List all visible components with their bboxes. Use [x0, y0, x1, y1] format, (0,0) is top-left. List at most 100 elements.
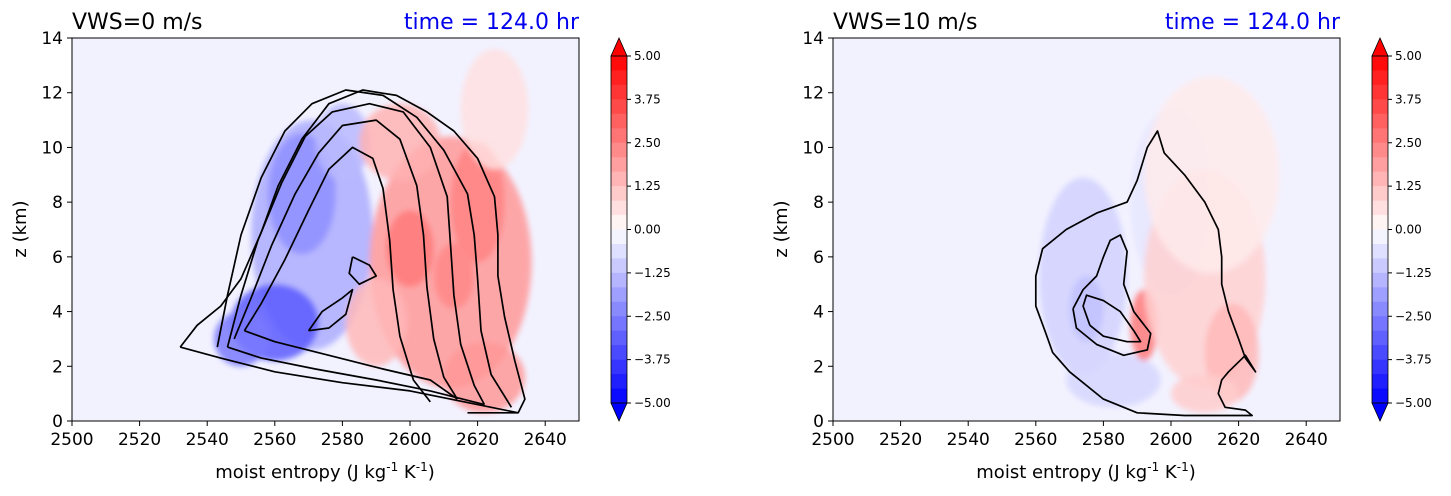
y-tick-label: 14 — [41, 29, 63, 49]
colorbar-tick-label: 2.50 — [634, 136, 661, 150]
colorbar-level — [611, 388, 627, 404]
colorbar-level — [1372, 70, 1388, 86]
contour-line — [1034, 130, 1257, 417]
positive-anomaly-region — [345, 278, 407, 367]
panel-right: 2500 2520 2540 2560 2580 2600 2620 2640 0 2 4 6 8 10… — [771, 10, 1432, 483]
x-tick-label: 2540 — [947, 430, 990, 450]
y-tick-label: 10 — [802, 138, 824, 158]
colorbar-extend-max — [1371, 37, 1389, 57]
colorbar-level — [1372, 229, 1388, 245]
colorbar-level — [611, 301, 627, 317]
y-tick-label: 6 — [813, 248, 824, 268]
y-tick-label: 8 — [813, 193, 824, 213]
colorbar-tick-label: −5.00 — [1395, 396, 1432, 410]
contour-line — [1082, 294, 1142, 343]
field-layer — [213, 48, 532, 413]
y-tick-label: 12 — [41, 84, 63, 104]
x-axis-ticks: 2500 2520 2540 2560 2580 2600 2620 2640 — [811, 421, 1328, 450]
colorbar-level — [611, 330, 627, 346]
positive-anomaly-region — [386, 210, 434, 287]
colorbar-level — [1372, 272, 1388, 288]
colorbar-level — [1372, 56, 1388, 72]
panel-left: 2500 2520 2540 2560 2580 2600 2620 2640 0 2 4 6 8 10… — [10, 10, 671, 483]
plot-frame — [832, 37, 1341, 422]
negative-anomaly-region — [1066, 352, 1161, 408]
negative-anomaly-region — [268, 133, 336, 255]
colorbar-extend-min — [1371, 402, 1389, 422]
x-tick-label: 2640 — [1285, 430, 1328, 450]
colorbar-level — [611, 359, 627, 375]
positive-anomaly-region — [359, 103, 441, 181]
colorbar-tick-label: −2.50 — [1395, 309, 1432, 323]
colorbar-tick-label: −2.50 — [634, 309, 671, 323]
colorbar-level — [611, 374, 627, 390]
colorbar-tick-label: 5.00 — [1395, 49, 1422, 63]
x-tick-label: 2540 — [186, 430, 229, 450]
contour-line — [1072, 234, 1152, 357]
x-tick-label: 2520 — [118, 430, 161, 450]
colorbar-level — [1372, 84, 1388, 100]
contour-line — [307, 288, 354, 332]
colorbar-level — [611, 157, 627, 173]
colorbar-level — [1372, 200, 1388, 216]
positive-anomaly-region — [433, 243, 475, 309]
colorbar-level — [611, 56, 627, 72]
colorbar-level — [1372, 287, 1388, 303]
contour-line — [216, 89, 513, 408]
colorbar-tick-label: −1.25 — [1395, 266, 1432, 280]
negative-anomaly-region — [1039, 177, 1128, 375]
colorbar-level — [1372, 243, 1388, 260]
colorbar-level — [611, 200, 627, 216]
colorbar-level — [1372, 113, 1388, 129]
x-tick-label: 2560 — [253, 430, 296, 450]
colorbar-level — [1372, 128, 1388, 144]
y-tick-label: 2 — [52, 357, 63, 377]
colorbar-level — [611, 272, 627, 288]
colorbar-extend-max — [610, 37, 628, 57]
colorbar-level — [611, 128, 627, 144]
colorbar-level — [611, 243, 627, 260]
colorbar-tick-label: 1.25 — [634, 179, 661, 193]
y-tick-label: 12 — [802, 84, 824, 104]
colorbar-tick-label: −1.25 — [634, 266, 671, 280]
colorbar-level — [611, 186, 627, 202]
contour-line — [179, 89, 526, 414]
x-axis-label: moist entropy (J kg-1 K-1) — [215, 460, 434, 483]
x-tick-label: 2620 — [1217, 430, 1260, 450]
x-tick-label: 2500 — [811, 430, 854, 450]
colorbar-level — [1372, 171, 1388, 187]
positive-anomaly-region — [1143, 76, 1280, 274]
contour-line — [227, 346, 485, 406]
x-tick-label: 2600 — [1149, 430, 1192, 450]
colorbar-level — [1372, 99, 1388, 115]
x-tick-label: 2580 — [1082, 430, 1125, 450]
colorbar-level — [611, 70, 627, 86]
colorbar-level — [611, 316, 627, 332]
colorbar-tick-label: −3.75 — [1395, 353, 1432, 367]
colorbar-level — [611, 345, 627, 361]
colorbar-level — [611, 84, 627, 100]
colorbar-extend-min — [610, 402, 628, 422]
contour-line — [179, 346, 519, 414]
contour-line — [233, 119, 459, 400]
contour-line — [243, 146, 431, 403]
x-axis-label: moist entropy (J kg-1 K-1) — [976, 460, 1195, 483]
colorbar-level — [1372, 157, 1388, 173]
colorbar-level — [611, 215, 627, 231]
y-tick-label: 6 — [52, 248, 63, 268]
colorbar-level — [1372, 258, 1388, 274]
colorbar-tick-label: 0.00 — [1395, 223, 1422, 237]
chart-title: VWS=0 m/s — [72, 10, 203, 35]
x-tick-label: 2500 — [50, 430, 93, 450]
y-tick-label: 4 — [813, 303, 824, 323]
time-label: time = 124.0 hr — [1165, 10, 1341, 35]
y-axis-ticks: 0 2 4 6 8 10 12 14 — [41, 29, 72, 432]
x-tick-label: 2620 — [456, 430, 499, 450]
colorbar-tick-label: 5.00 — [634, 49, 661, 63]
field-layer — [1039, 76, 1280, 413]
colorbar-level — [1372, 374, 1388, 390]
y-tick-label: 14 — [802, 29, 824, 49]
colorbar-tick-label: 2.50 — [1395, 136, 1422, 150]
x-axis-ticks: 2500 2520 2540 2560 2580 2600 2620 2640 — [50, 421, 567, 450]
